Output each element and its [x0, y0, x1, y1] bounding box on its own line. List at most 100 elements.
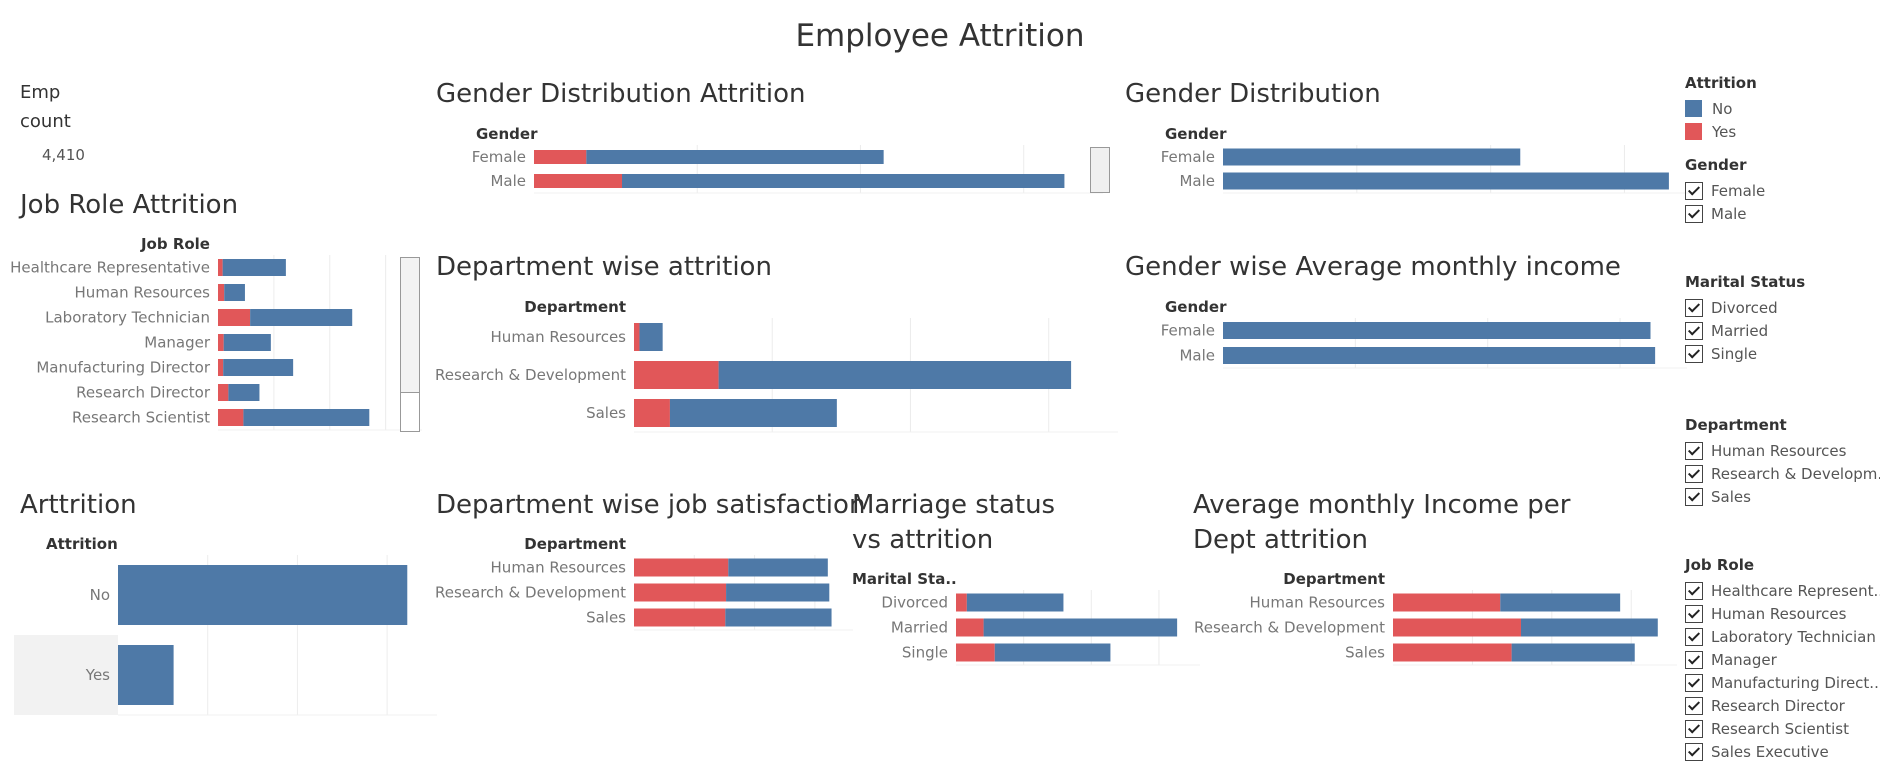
gender-attrition-scrollbar[interactable]	[1090, 147, 1110, 193]
department-filter-hr[interactable]: Human Resources	[1685, 439, 1880, 462]
marital-filter-married[interactable]: Married	[1685, 319, 1805, 342]
department-filter-sales[interactable]: Sales	[1685, 485, 1880, 508]
bar-value[interactable]	[1223, 322, 1651, 339]
gender-filter-title: Gender	[1685, 156, 1747, 174]
marital-filter-divorced[interactable]: Divorced	[1685, 296, 1805, 319]
checkbox-jobrole[interactable]	[1685, 673, 1703, 692]
bar-yes[interactable]	[956, 593, 967, 612]
bar-no[interactable]	[622, 174, 1065, 188]
chart-header: Attrition	[46, 535, 118, 553]
bar-no[interactable]	[223, 359, 294, 376]
bar-no[interactable]	[983, 618, 1178, 637]
bar-no[interactable]	[586, 150, 884, 164]
bar-no[interactable]	[669, 399, 837, 427]
bar-no[interactable]	[224, 284, 245, 301]
category-label: Research Director	[76, 384, 211, 402]
checkbox-female[interactable]	[1685, 181, 1703, 200]
job-role-filter-item[interactable]: Research Scientist	[1685, 717, 1880, 740]
job-role-scrollbar[interactable]	[400, 257, 420, 432]
category-label: Research Scientist	[72, 409, 210, 427]
bar-value[interactable]	[1223, 172, 1669, 190]
checkbox-jobrole[interactable]	[1685, 627, 1703, 646]
bar-yes[interactable]	[1393, 618, 1521, 637]
bar-no[interactable]	[966, 593, 1064, 612]
checkbox-dept-hr[interactable]	[1685, 441, 1703, 460]
bar-no[interactable]	[639, 323, 663, 351]
attrition-count-title: Arttrition	[20, 490, 137, 520]
bar-no[interactable]	[718, 361, 1072, 389]
job-role-filter-item[interactable]: Manufacturing Direct..	[1685, 671, 1880, 694]
bar-yes[interactable]	[634, 558, 729, 577]
bar-value[interactable]	[1223, 148, 1521, 166]
bar-yes[interactable]	[218, 334, 224, 351]
department-filter-rd[interactable]: Research & Developm..	[1685, 462, 1880, 485]
bar-yes[interactable]	[534, 150, 587, 164]
legend-label-yes: Yes	[1712, 122, 1737, 141]
job-role-scroll-thumb[interactable]	[401, 392, 419, 431]
bar-yes[interactable]	[218, 409, 244, 426]
checkbox-male[interactable]	[1685, 204, 1703, 223]
bar-no[interactable]	[223, 334, 271, 351]
bar-yes[interactable]	[634, 608, 726, 627]
bar-yes[interactable]	[218, 359, 224, 376]
bar-yes[interactable]	[1393, 593, 1501, 612]
bar-yes[interactable]	[218, 284, 225, 301]
marital-filter-single[interactable]: Single	[1685, 342, 1805, 365]
bar-no[interactable]	[728, 558, 828, 577]
bar-yes[interactable]	[534, 174, 623, 188]
category-label: Manager	[144, 334, 211, 352]
department-satisfaction-title: Department wise job satisfaction	[436, 490, 866, 520]
bar-yes[interactable]	[218, 309, 251, 326]
bar-no[interactable]	[1500, 593, 1621, 612]
checkbox-married[interactable]	[1685, 321, 1703, 340]
bar-yes[interactable]	[956, 618, 984, 637]
checkbox-jobrole[interactable]	[1685, 581, 1703, 600]
bar-no[interactable]	[250, 309, 353, 326]
bar-no[interactable]	[1511, 643, 1635, 662]
bar-yes[interactable]	[218, 259, 223, 276]
bar-yes[interactable]	[1393, 643, 1512, 662]
job-role-filter-item[interactable]: Manager	[1685, 648, 1880, 671]
checkbox-jobrole[interactable]	[1685, 719, 1703, 738]
checkbox-jobrole[interactable]	[1685, 604, 1703, 623]
checkbox-dept-rd[interactable]	[1685, 464, 1703, 483]
bar-yes[interactable]	[956, 643, 995, 662]
bar-no[interactable]	[726, 583, 830, 602]
bar-yes[interactable]	[634, 583, 727, 602]
bar-no[interactable]	[994, 643, 1111, 662]
job-role-filter-item[interactable]: Human Resources	[1685, 602, 1880, 625]
row-highlight	[14, 635, 118, 715]
bar-yes[interactable]	[634, 323, 640, 351]
checkbox-divorced[interactable]	[1685, 298, 1703, 317]
bar-value[interactable]	[1223, 347, 1656, 364]
marital-filter: Marital Status Divorced Married Single	[1685, 273, 1805, 365]
bar-value[interactable]	[118, 565, 408, 625]
gender-filter-female[interactable]: Female	[1685, 179, 1765, 202]
checkbox-jobrole[interactable]	[1685, 696, 1703, 715]
bar-yes[interactable]	[634, 399, 670, 427]
legend-item-yes[interactable]: Yes	[1685, 120, 1757, 143]
bar-no[interactable]	[725, 608, 832, 627]
gender-attrition-chart: Gender Female Male	[472, 125, 1103, 194]
job-role-filter-item[interactable]: Research Director	[1685, 694, 1880, 717]
gender-filter-label: Female	[1711, 181, 1766, 200]
gender-income-title: Gender wise Average monthly income	[1125, 252, 1621, 282]
checkbox-jobrole[interactable]	[1685, 742, 1703, 761]
job-role-filter-item[interactable]: Sales Executive	[1685, 740, 1880, 763]
legend-item-no[interactable]: No	[1685, 97, 1757, 120]
bar-value[interactable]	[118, 645, 174, 705]
bar-no[interactable]	[243, 409, 370, 426]
bar-yes[interactable]	[634, 361, 719, 389]
bar-no[interactable]	[228, 384, 260, 401]
bar-no[interactable]	[1520, 618, 1658, 637]
job-role-filter-item[interactable]: Laboratory Technician	[1685, 625, 1880, 648]
bar-yes[interactable]	[218, 384, 229, 401]
attrition-count-chart: Attrition No Yes	[14, 535, 437, 716]
marital-filter-title: Marital Status	[1685, 273, 1806, 291]
checkbox-dept-sales[interactable]	[1685, 487, 1703, 506]
gender-filter-male[interactable]: Male	[1685, 202, 1765, 225]
checkbox-single[interactable]	[1685, 344, 1703, 363]
bar-no[interactable]	[222, 259, 286, 276]
checkbox-jobrole[interactable]	[1685, 650, 1703, 669]
job-role-filter-item[interactable]: Healthcare Represent..	[1685, 579, 1880, 602]
